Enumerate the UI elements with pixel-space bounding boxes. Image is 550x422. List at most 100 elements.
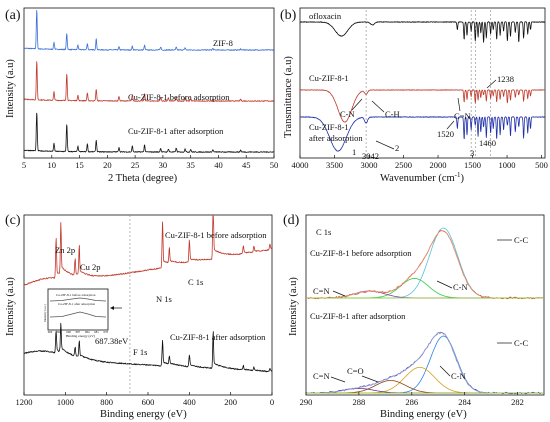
panel-a-x-tick-label: 50 <box>270 160 279 170</box>
panel-d-ylabel: Intensity (a.u) <box>288 277 299 336</box>
panel-a-x-tick-label: 45 <box>242 160 251 170</box>
panel-b-x-tick-label: 2500 <box>395 160 412 170</box>
panel-c-x-tick-label: 1200 <box>16 397 33 407</box>
panel-b-ann-cn2: C=N <box>454 111 471 121</box>
panel-d-group-1-component-0 <box>306 335 543 394</box>
panel-c-inset-label-before: Cu-ZIF-8-1 before adsorption <box>56 293 96 297</box>
panel-a-x-tick-label: 10 <box>48 160 57 170</box>
panel-a-frame <box>23 7 275 159</box>
panel-a-series-0-line <box>23 10 274 51</box>
panel-c-inset-ylabel: Intensity (a.u.) <box>43 304 47 322</box>
panel-c-ann-zn2p: Zn 2p <box>55 245 75 255</box>
panel-b-ann-ch: C-H <box>385 109 400 119</box>
panel-d-ann-cc-2: C-C <box>514 338 529 348</box>
panel-b-x-tick-label: 500 <box>535 160 548 170</box>
panel-b-x-tick-label: 3500 <box>326 160 343 170</box>
panel-c-inset-tick-label: 678 <box>104 330 109 334</box>
panel-d-ann-co-2: C=O <box>347 366 364 376</box>
panel-b-xlabel: Wavenumber (cm-1) <box>380 171 465 184</box>
panel-b-x-tick-label: 1500 <box>464 160 481 170</box>
panel-a-x-tick-label: 5 <box>22 160 26 170</box>
panel-c-label-after: Cu-ZIF-8-1 after adsorption <box>170 332 266 342</box>
panel-a-series-label-after: Cu-ZIF-8-1 after adsorption <box>128 126 224 136</box>
panel-b-series-1-line <box>299 89 546 123</box>
panel-d-letter: (d) <box>283 213 300 228</box>
panel-b-ann-1460: 1460 <box>479 138 496 148</box>
panel-c-xlabel: Binding energy (eV) <box>100 409 187 420</box>
panel-b-ann-3: 3 <box>470 148 474 158</box>
panel-c-inset: Cu-ZIF-8-1 before adsorption Cu-ZIF-8-1 … <box>43 288 109 338</box>
panel-b-series-0-line <box>299 21 546 43</box>
panel-a-letter: (a) <box>5 8 21 23</box>
panel-b-ylabel: Transmittance (a.u) <box>283 56 294 138</box>
panel-d-xlabel: Binding energy (eV) <box>380 409 467 420</box>
panel-a-series-label-zif8: ZIF-8 <box>213 38 233 48</box>
panel-d-ann-cn2-2-pointer <box>330 376 346 383</box>
panel-d-ann-cc-1: C-C <box>514 235 529 245</box>
panel-b-ann-2: 2 <box>395 143 399 153</box>
panel-b-ann-1520: 1520 <box>437 129 454 139</box>
panel-c: 1200 1000 800 600 400 200 0 (c) Intensity (a.u… <box>5 213 274 420</box>
panel-d-x-tick-label: 290 <box>300 397 313 407</box>
panel-c-ann-c1s: C 1s <box>188 277 203 287</box>
panel-c-inset-frame <box>47 288 109 331</box>
panel-c-inset-curve-before <box>49 297 107 302</box>
panel-b-ann-ch-pointer <box>371 100 385 113</box>
panel-d-ann-cn2-1: C=N <box>313 286 330 296</box>
panel-a-x-tick-label: 20 <box>103 160 112 170</box>
panel-c-inset-tick-label: 684 <box>85 330 90 334</box>
panel-b-ann-2-pointer <box>375 140 395 150</box>
panel-a-series-label-before: Cu-ZIF-8-1 before adsorption <box>128 92 230 102</box>
panel-b-ann-1520-pointer <box>446 120 455 130</box>
panel-d-ann-cn-2-pointer <box>439 365 451 377</box>
panel-b-x-tick-label: 1000 <box>499 160 516 170</box>
panel-b-ann-1238-pointer <box>486 79 497 89</box>
panel-c-ylabel: Intensity (a.u) <box>5 277 16 336</box>
panel-b-ann-1: 1 <box>352 147 356 157</box>
panel-c-inset-tick-label: 696 <box>48 330 53 334</box>
panel-d-x-tick-label: 286 <box>405 397 418 407</box>
panel-b-x-tick-label: 2000 <box>430 160 447 170</box>
panel-c-x-tick-label: 400 <box>183 397 196 407</box>
panel-d-group-0-component-1 <box>306 278 543 299</box>
panel-d-x-tick-label: 282 <box>511 397 524 407</box>
panel-a-series-1-line <box>23 61 274 102</box>
panel-c-inset-tick-label: 687 <box>76 330 81 334</box>
panel-c-series-0-line <box>23 215 273 286</box>
panel-c-x-tick-label: 200 <box>224 397 237 407</box>
panel-a-x-tick-label: 15 <box>75 160 84 170</box>
panel-c-inset-arrow-head <box>110 306 114 310</box>
panel-b-frame <box>299 7 546 159</box>
panel-b-ann-cn2-pointer <box>457 97 461 112</box>
panel-c-inset-curve-after <box>49 311 107 318</box>
panel-b-series-2-line <box>299 116 545 152</box>
panel-d-label-before: Cu-ZIF-8-1 before adsorption <box>310 248 412 258</box>
panel-d-ann-cn2-1-pointer <box>332 290 346 297</box>
panel-a-ylabel: Intensity (a.u) <box>5 59 16 118</box>
panel-b: 4000 3500 3000 2500 2000 1500 1000 500 (b) Tran… <box>280 7 548 184</box>
panel-c-inset-tick-label: 690 <box>66 330 71 334</box>
panel-c-label-before: Cu-ZIF-8-1 before adsorption <box>165 230 267 240</box>
panel-c-inset-xlabel: Binding energy (eV) <box>66 334 96 338</box>
panel-c-x-tick-label: 0 <box>270 397 274 407</box>
panel-a-x-tick-label: 40 <box>214 160 223 170</box>
panel-d-group-0-envelope <box>306 230 543 299</box>
panel-a-x-tick-label: 25 <box>131 160 140 170</box>
panel-d: 290 288 286 284 282 (d) Intensity (a.u) Bind… <box>283 213 545 420</box>
panel-d-ann-cn-1-pointer <box>436 280 453 289</box>
panel-d-x-tick-label: 284 <box>458 397 472 407</box>
panel-a-series-2-line <box>23 112 274 153</box>
panel-d-ann-cn-2: C-N <box>451 371 466 381</box>
panel-d-group-1-raw <box>305 332 543 395</box>
panel-c-x-tick-label: 1000 <box>57 397 74 407</box>
panel-d-label-after: Cu-ZIF-8-1 after adsorption <box>310 311 406 321</box>
panel-d-ann-cn-1: C-N <box>453 282 468 292</box>
panel-b-ann-1238: 1238 <box>497 74 514 84</box>
panel-d-x-tick-label: 288 <box>353 397 366 407</box>
panel-c-ann-f1s: F 1s <box>133 347 147 357</box>
panel-b-x-tick-label: 3000 <box>361 160 378 170</box>
panel-c-ann-68738: 687.38eV <box>95 336 129 346</box>
panel-c-inset-label-after: Cu-ZIF-8-1 after adsorption <box>58 302 95 306</box>
panel-c-x-tick-label: 600 <box>142 397 155 407</box>
